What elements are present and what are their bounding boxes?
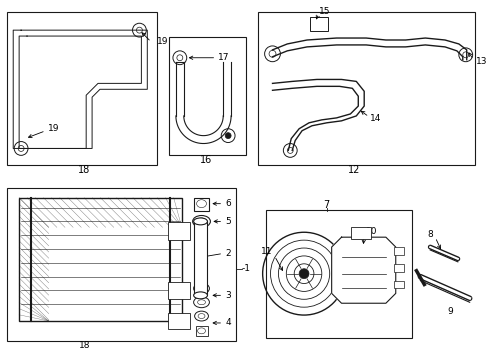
Bar <box>309 17 327 31</box>
Ellipse shape <box>194 311 208 321</box>
Bar <box>193 198 209 211</box>
Bar <box>265 210 411 338</box>
Text: 9: 9 <box>446 307 452 316</box>
Text: 14: 14 <box>369 114 381 123</box>
Bar <box>169 37 245 156</box>
Bar <box>257 12 474 165</box>
Bar <box>7 12 157 165</box>
Ellipse shape <box>197 300 205 305</box>
Text: 15: 15 <box>318 7 330 16</box>
Ellipse shape <box>193 218 207 225</box>
Text: 4: 4 <box>225 319 230 328</box>
Text: 12: 12 <box>347 165 360 175</box>
Polygon shape <box>331 237 395 303</box>
Bar <box>7 188 236 341</box>
Text: 17: 17 <box>218 53 229 62</box>
Text: 7: 7 <box>323 200 329 210</box>
Text: 16: 16 <box>200 155 212 165</box>
Text: 8: 8 <box>427 230 432 239</box>
Bar <box>351 227 370 239</box>
Bar <box>193 221 207 295</box>
Text: 19: 19 <box>48 124 59 133</box>
Bar <box>168 313 189 329</box>
Bar <box>393 280 403 288</box>
Bar <box>168 282 189 299</box>
Text: -1: -1 <box>242 264 250 273</box>
Text: 2: 2 <box>225 249 230 258</box>
Bar <box>393 247 403 255</box>
Ellipse shape <box>193 283 209 294</box>
Text: 18: 18 <box>78 165 90 175</box>
Ellipse shape <box>193 297 209 308</box>
Text: 18: 18 <box>78 341 90 350</box>
Bar <box>393 264 403 272</box>
Ellipse shape <box>196 218 206 225</box>
Text: 3: 3 <box>225 291 230 300</box>
Ellipse shape <box>197 286 205 291</box>
Circle shape <box>299 269 308 279</box>
Ellipse shape <box>197 328 205 334</box>
Ellipse shape <box>193 292 207 299</box>
Bar <box>19 198 182 321</box>
Ellipse shape <box>196 200 206 208</box>
Text: 10: 10 <box>366 227 377 236</box>
Text: 6: 6 <box>225 199 230 208</box>
Ellipse shape <box>192 216 210 227</box>
Circle shape <box>225 133 231 139</box>
Bar <box>195 326 208 336</box>
Text: 13: 13 <box>475 57 486 66</box>
Text: 11: 11 <box>261 247 272 256</box>
Ellipse shape <box>198 314 204 319</box>
Bar <box>168 222 189 240</box>
Text: 19: 19 <box>157 37 168 46</box>
Text: 5: 5 <box>225 217 230 226</box>
